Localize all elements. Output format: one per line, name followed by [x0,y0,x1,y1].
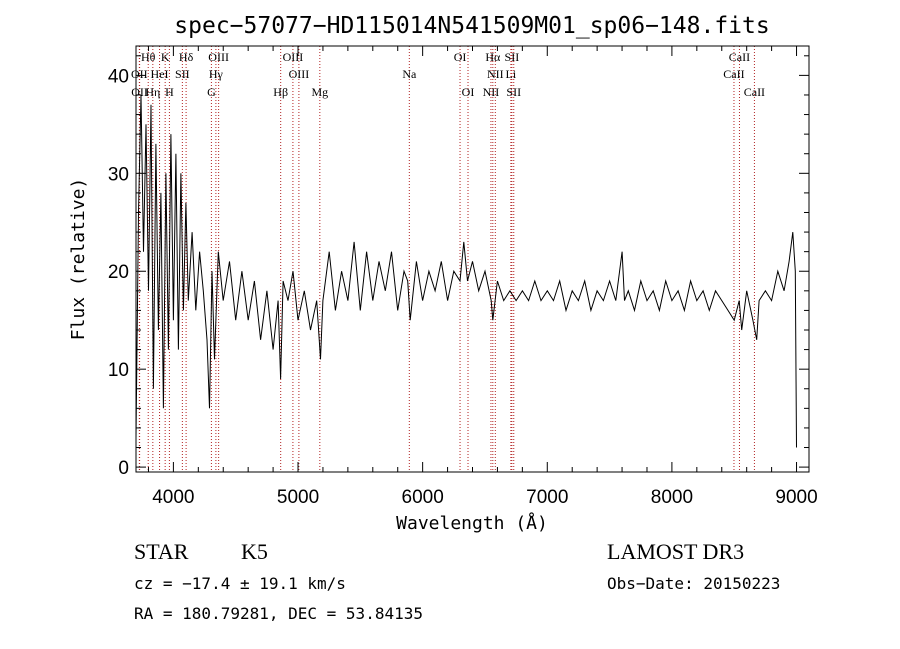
y-tick-label: 30 [108,164,129,185]
x-axis-label: Wavelength (Å) [396,512,548,534]
reference-line-label: H [165,85,174,99]
reference-line-label: SII [505,50,520,64]
reference-line-label: OI [454,50,467,64]
x-tick-label: 9000 [775,487,817,508]
reference-line-label: OIII [208,50,229,64]
reference-line-label: Hα [485,50,501,64]
reference-line-label: Hγ [209,67,224,81]
x-tick-label: 6000 [402,487,444,508]
x-tick-label: 5000 [277,487,319,508]
x-tick-label: 4000 [152,487,194,508]
plot-frame [136,46,809,472]
spectrum-chart: spec−57077−HD115014N541509M01_sp06−148.f… [0,0,900,649]
reference-line-label: Hθ [141,50,156,64]
x-tick-label: 8000 [651,487,693,508]
reference-line-label: SII [175,67,190,81]
reference-line-label: OIII [283,50,304,64]
y-tick-label: 0 [118,458,129,479]
observation-date: Obs−Date: 20150223 [607,574,780,593]
survey-name: LAMOST DR3 [607,539,744,564]
reference-line-label: CaII [723,67,744,81]
reference-line-label: Hη [145,85,160,99]
reference-line-label: SII [506,85,521,99]
reference-line-label: Hβ [273,85,288,99]
reference-line-label: Li [506,67,517,81]
object-class: STAR [134,539,189,564]
redshift-cz: cz = −17.4 ± 19.1 km/s [134,574,346,593]
flux-series-line [136,95,797,448]
reference-line-label: Mg [311,85,328,99]
axis-ticks [136,46,809,472]
x-tick-labels: 4000 5000 6000 7000 8000 9000 [152,487,817,508]
y-tick-labels: 0 10 20 30 40 [108,66,129,479]
reference-line-label: K [161,50,170,64]
reference-line-label: HeI [151,67,169,81]
y-tick-label: 20 [108,262,129,283]
y-tick-label: 10 [108,360,129,381]
reference-line-label: Na [402,67,417,81]
y-axis-label: Flux (relative) [68,178,89,341]
chart-title: spec−57077−HD115014N541509M01_sp06−148.f… [174,13,769,39]
object-subclass: K5 [241,539,268,564]
reference-line-label: NII [483,85,500,99]
reference-line-label: G [207,85,216,99]
reference-lines [139,46,754,472]
reference-line-label: CaII [744,85,765,99]
ra-dec-coordinates: RA = 180.79281, DEC = 53.84135 [134,604,423,623]
reference-line-label: Hδ [179,50,194,64]
y-tick-label: 40 [108,66,129,87]
reference-line-label: OI [462,85,475,99]
x-tick-label: 7000 [526,487,568,508]
reference-line-label: OIII [289,67,310,81]
reference-line-label: NII [487,67,504,81]
reference-line-label: OII [131,67,148,81]
reference-line-label: CaII [729,50,750,64]
reference-line-labels: Hθ K Hδ OIII OIII OI Hα SII CaII OII HeI SII Hγ OIII N… [131,50,765,99]
